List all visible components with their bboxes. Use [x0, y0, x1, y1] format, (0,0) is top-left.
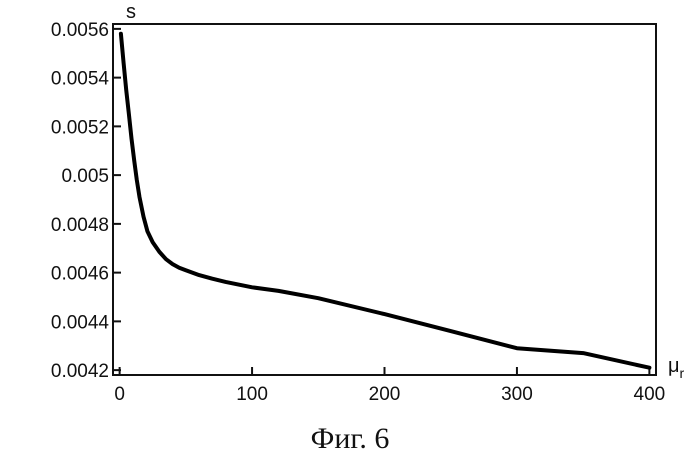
x-tick-label: 300 [501, 384, 533, 405]
y-tick-label: 0.0054 [51, 69, 110, 90]
x-axis-ticks: 0 100 200 300 400 [114, 367, 665, 405]
y-tick-label: 0.0052 [51, 117, 109, 138]
x-axis-label: μr [668, 355, 685, 381]
y-tick-label: 0.005 [61, 166, 109, 187]
y-tick-label: 0.0048 [51, 215, 109, 236]
x-tick-label: 400 [634, 384, 666, 405]
series-line [121, 34, 650, 368]
y-tick-label: 0.0056 [51, 20, 109, 41]
figure-caption: Фиг. 6 [311, 422, 390, 455]
x-tick-label: 0 [114, 384, 125, 405]
x-tick-label: 100 [236, 384, 268, 405]
y-axis-label: s [126, 1, 136, 23]
y-tick-label: 0.0044 [51, 312, 110, 333]
y-axis-ticks: 0.0042 0.0044 0.0046 0.0048 0.005 0.0052 0.005… [51, 20, 121, 382]
x-axis-label-subscript: r [680, 365, 685, 381]
plot-frame [113, 24, 656, 375]
y-tick-label: 0.0046 [51, 264, 109, 285]
y-tick-label: 0.0042 [51, 361, 109, 382]
x-tick-label: 200 [369, 384, 401, 405]
